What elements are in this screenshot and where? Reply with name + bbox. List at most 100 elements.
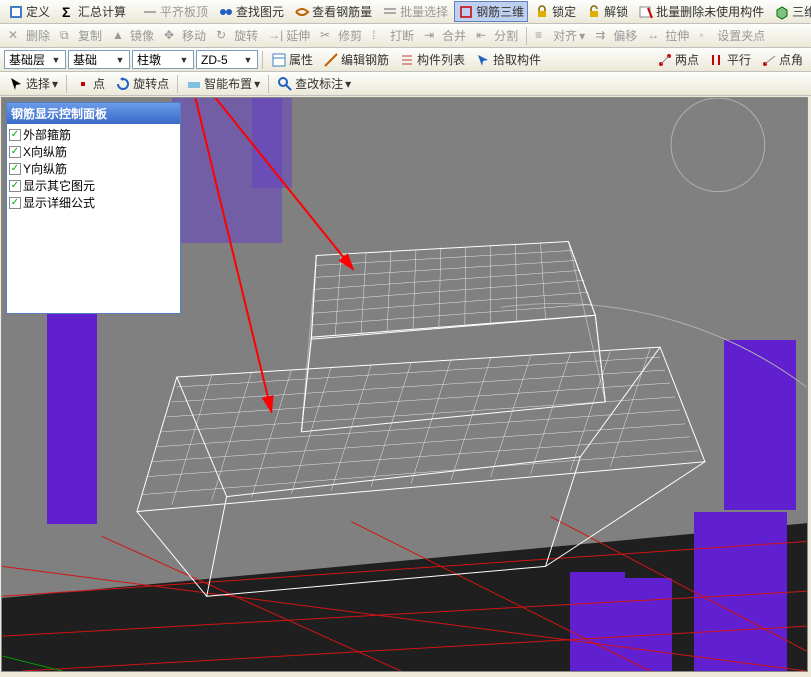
label: 定义: [26, 3, 50, 20]
unlock-button[interactable]: 解锁: [582, 1, 632, 22]
rebar-3d-button[interactable]: 钢筋三维: [454, 1, 528, 22]
rebar-3d-icon: [458, 4, 474, 20]
point-icon: [75, 76, 91, 92]
props-button[interactable]: 属性: [267, 49, 317, 70]
lock-button[interactable]: 锁定: [530, 1, 580, 22]
checkbox-icon: ✓: [9, 129, 21, 141]
rebar-qty-icon: [294, 4, 310, 20]
define-button[interactable]: 定义: [4, 1, 54, 22]
break-button[interactable]: ⁞打断: [368, 25, 418, 46]
copy-icon: ⧉: [60, 28, 76, 44]
edit-rebar-icon: [323, 52, 339, 68]
viewport-3d[interactable]: 钢筋显示控制面板 ✓外部箍筋 ✓X向纵筋 ✓Y向纵筋 ✓显示其它图元 ✓显示详细…: [1, 97, 808, 672]
parallel-button[interactable]: 平行: [705, 49, 755, 70]
label: 批量删除未使用构件: [656, 3, 764, 20]
panel-body: ✓外部箍筋 ✓X向纵筋 ✓Y向纵筋 ✓显示其它图元 ✓显示详细公式: [7, 124, 180, 313]
two-point-button[interactable]: 两点: [653, 49, 703, 70]
cursor-icon: [8, 76, 24, 92]
edit-rebar-button[interactable]: 编辑钢筋: [319, 49, 393, 70]
extend-button[interactable]: →|延伸: [264, 25, 314, 46]
member-id-dropdown[interactable]: ZD-5▼: [196, 50, 258, 69]
point-angle-button[interactable]: 点角: [757, 49, 807, 70]
rebar-qty-button[interactable]: 查看钢筋量: [290, 1, 376, 22]
rotate-point-icon: [115, 76, 131, 92]
batch-delete-icon: [638, 4, 654, 20]
layer-dropdown[interactable]: 基础层▼: [4, 50, 66, 69]
move-button[interactable]: ✥移动: [160, 25, 210, 46]
batch-select-button[interactable]: 批量选择: [378, 1, 452, 22]
grip-button[interactable]: ◦设置夹点: [695, 25, 769, 46]
label: 批量选择: [400, 3, 448, 20]
delete-button[interactable]: ✕删除: [4, 25, 54, 46]
stretch-button[interactable]: ↔拉伸: [643, 25, 693, 46]
merge-button[interactable]: ⇥合并: [420, 25, 470, 46]
checkbox-row[interactable]: ✓外部箍筋: [9, 126, 178, 143]
parallel-icon: [709, 52, 725, 68]
label: 汇总计算: [78, 3, 126, 20]
mirror-icon: ▲: [112, 28, 128, 44]
align-button[interactable]: ≡对齐▾: [531, 25, 589, 46]
checkbox-icon: ✓: [9, 180, 21, 192]
checkbox-row[interactable]: ✓显示详细公式: [9, 194, 178, 211]
chevron-down-icon: ▼: [177, 55, 191, 65]
flatten-button[interactable]: 平齐板顶: [138, 1, 212, 22]
props-icon: [271, 52, 287, 68]
point-button[interactable]: 点: [71, 73, 109, 94]
toolbar-place: 选择▾ 点 旋转点 智能布置▾ 查改标注▾: [0, 72, 811, 96]
label: 钢筋三维: [476, 3, 524, 20]
label: 查看钢筋量: [312, 3, 372, 20]
category-dropdown[interactable]: 基础▼: [68, 50, 130, 69]
pick-icon: [475, 52, 491, 68]
rotate-point-button[interactable]: 旋转点: [111, 73, 173, 94]
sigma-icon: Σ: [60, 4, 76, 20]
stretch-icon: ↔: [647, 28, 663, 44]
review-icon: [277, 76, 293, 92]
review-annotation-button[interactable]: 查改标注▾: [273, 73, 355, 94]
member-list-button[interactable]: 构件列表: [395, 49, 469, 70]
toolbar-edit: ✕删除 ⧉复制 ▲镜像 ✥移动 ↻旋转 →|延伸 ✂修剪 ⁞打断 ⇥合并 ⇤分割…: [0, 24, 811, 48]
checkbox-icon: ✓: [9, 163, 21, 175]
chevron-down-icon: ▼: [49, 55, 63, 65]
smart-layout-icon: [186, 76, 202, 92]
select-button[interactable]: 选择▾: [4, 73, 62, 94]
delete-icon: ✕: [8, 28, 24, 44]
label: 锁定: [552, 3, 576, 20]
label: 平齐板顶: [160, 3, 208, 20]
mirror-button[interactable]: ▲镜像: [108, 25, 158, 46]
rotate-icon: ↻: [216, 28, 232, 44]
smart-layout-button[interactable]: 智能布置▾: [182, 73, 264, 94]
checkbox-row[interactable]: ✓X向纵筋: [9, 143, 178, 160]
align-icon: ≡: [535, 28, 551, 44]
column: [724, 340, 796, 510]
chevron-down-icon: ▼: [241, 55, 255, 65]
batch-delete-button[interactable]: 批量删除未使用构件: [634, 1, 768, 22]
wall-panel: [252, 98, 292, 188]
pick-member-button[interactable]: 拾取构件: [471, 49, 545, 70]
cube-icon: [774, 4, 790, 20]
column: [622, 578, 672, 672]
batch-select-icon: [382, 4, 398, 20]
flatten-icon: [142, 4, 158, 20]
offset-icon: ⇉: [595, 28, 611, 44]
offset-button[interactable]: ⇉偏移: [591, 25, 641, 46]
checkbox-row[interactable]: ✓Y向纵筋: [9, 160, 178, 177]
sum-button[interactable]: Σ汇总计算: [56, 1, 130, 22]
label: 三维: [792, 3, 811, 20]
rotate-button[interactable]: ↻旋转: [212, 25, 262, 46]
grip-icon: ◦: [699, 28, 715, 44]
checkbox-row[interactable]: ✓显示其它图元: [9, 177, 178, 194]
panel-title: 钢筋显示控制面板: [7, 103, 180, 124]
binoculars-icon: [218, 4, 234, 20]
split-button[interactable]: ⇤分割: [472, 25, 522, 46]
find-button[interactable]: 查找图元: [214, 1, 288, 22]
column: [47, 292, 97, 524]
split-icon: ⇤: [476, 28, 492, 44]
rebar-display-panel: 钢筋显示控制面板 ✓外部箍筋 ✓X向纵筋 ✓Y向纵筋 ✓显示其它图元 ✓显示详细…: [6, 102, 181, 314]
view-3d-button[interactable]: 三维▾: [770, 1, 811, 22]
trim-button[interactable]: ✂修剪: [316, 25, 366, 46]
toolbar-member: 基础层▼ 基础▼ 柱墩▼ ZD-5▼ 属性 编辑钢筋 构件列表 拾取构件 两点 …: [0, 48, 811, 72]
extend-icon: →|: [268, 28, 284, 44]
trim-icon: ✂: [320, 28, 336, 44]
member-type-dropdown[interactable]: 柱墩▼: [132, 50, 194, 69]
copy-button[interactable]: ⧉复制: [56, 25, 106, 46]
